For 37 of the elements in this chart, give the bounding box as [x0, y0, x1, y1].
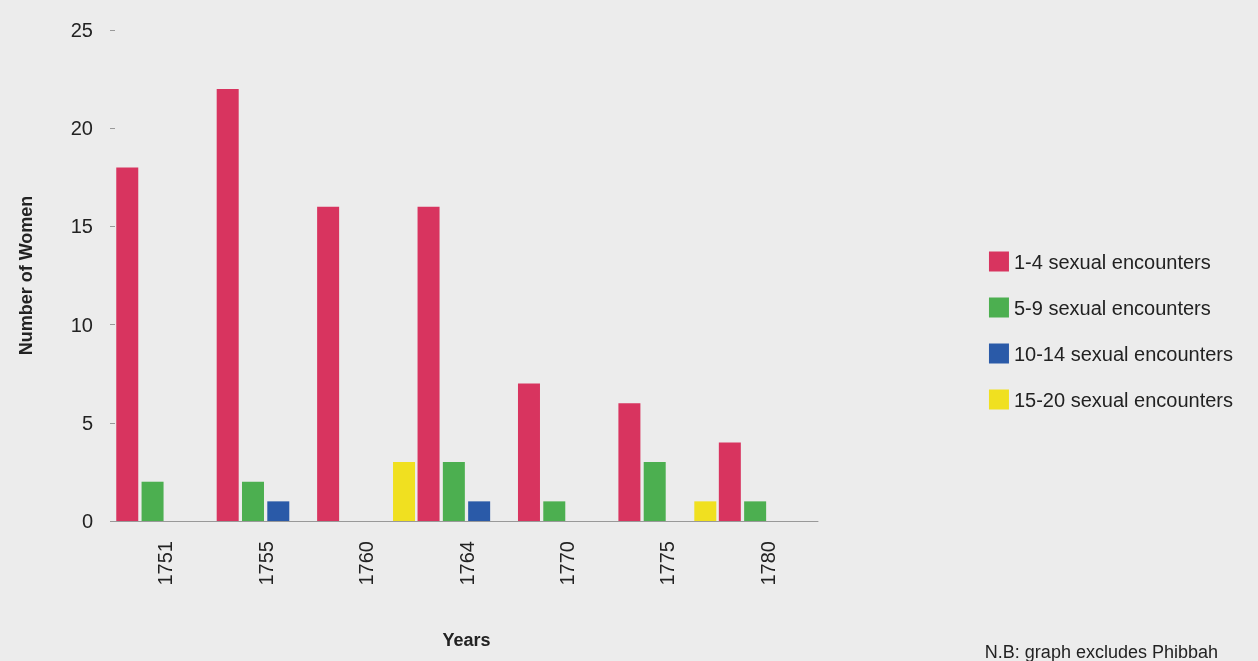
y-tick-label: 15 — [70, 215, 93, 238]
bar — [618, 403, 641, 521]
x-axis-title: Years — [442, 630, 491, 650]
bar — [267, 501, 290, 521]
bar — [216, 88, 239, 521]
x-tick-label: 1751 — [154, 541, 177, 586]
bar — [116, 167, 139, 521]
bar — [643, 462, 666, 521]
bar — [442, 462, 465, 521]
x-tick-label: 1764 — [455, 541, 478, 586]
bar — [694, 501, 717, 521]
bar — [393, 462, 416, 521]
y-tick-label: 0 — [81, 510, 93, 532]
bar — [517, 383, 540, 521]
bar — [744, 501, 767, 521]
x-tick-label: 1755 — [254, 541, 277, 586]
x-tick-label: 1770 — [555, 541, 578, 586]
text: N.B: graph excludes Phibbah — [984, 642, 1219, 661]
bar — [141, 481, 164, 521]
bar — [417, 206, 440, 521]
bar — [241, 481, 264, 521]
x-tick-label: 1780 — [756, 541, 779, 586]
bar — [718, 442, 741, 521]
legend-label: 10-14 sexual encounters — [1013, 342, 1234, 365]
legend-label: 5-9 sexual encounters — [1013, 296, 1211, 319]
y-tick-label: 25 — [70, 19, 93, 41]
x-tick-label: 1775 — [656, 541, 679, 586]
y-tick-label: 20 — [70, 117, 93, 140]
y-axis-title: Number of Women — [16, 195, 36, 356]
bar — [468, 501, 491, 521]
bar — [317, 206, 340, 521]
y-tick-label: 10 — [70, 313, 93, 336]
x-tick-label: 1760 — [355, 541, 378, 586]
legend-label: 1-4 sexual encounters — [1013, 250, 1211, 273]
legend-label: 15-20 sexual encounters — [1013, 388, 1234, 411]
y-tick-label: 5 — [81, 411, 93, 434]
bar — [543, 501, 566, 521]
